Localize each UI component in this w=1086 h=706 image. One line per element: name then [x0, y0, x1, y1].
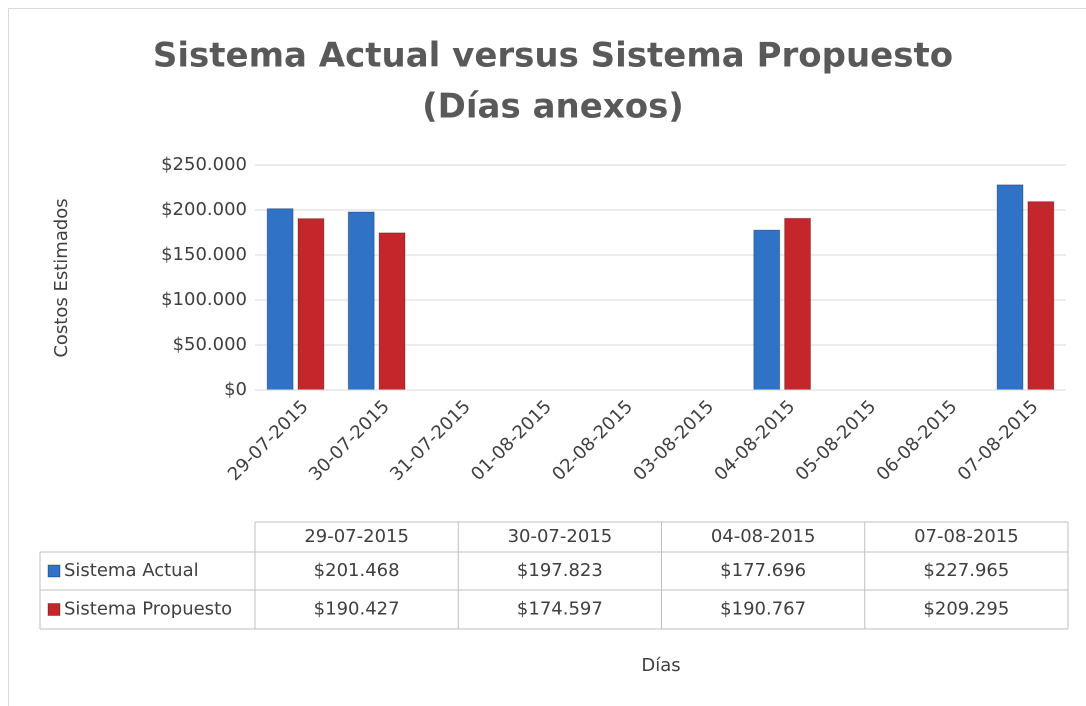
bar — [753, 229, 781, 391]
chart-subtitle: (Días anexos) — [422, 87, 684, 127]
table-cell: $174.597 — [517, 599, 603, 620]
y-tick-label: $200.000 — [161, 199, 247, 220]
legend-label: Sistema Propuesto — [64, 599, 232, 620]
table-cell: $197.823 — [517, 560, 603, 581]
table-header: 07-08-2015 — [914, 526, 1019, 547]
table-cell: $190.427 — [314, 599, 400, 620]
bar — [996, 184, 1024, 391]
x-axis-title: Días — [641, 655, 680, 676]
chart-title: Sistema Actual versus Sistema Propuesto — [153, 36, 953, 76]
table-header: 30-07-2015 — [508, 526, 613, 547]
y-axis-title: Costos Estimados — [51, 198, 72, 357]
bar — [784, 217, 812, 391]
bar — [1027, 201, 1055, 391]
legend-key — [47, 564, 61, 578]
table-cell: $177.696 — [720, 560, 806, 581]
bar — [347, 211, 375, 391]
bar — [378, 232, 406, 391]
y-tick-label: $0 — [224, 379, 247, 400]
table-cell: $227.965 — [923, 560, 1009, 581]
table-cell: $190.767 — [720, 599, 806, 620]
legend-key — [47, 603, 61, 616]
bar — [266, 208, 294, 391]
table-header: 29-07-2015 — [304, 526, 409, 547]
table-header: 04-08-2015 — [711, 526, 816, 547]
table-cell: $209.295 — [923, 599, 1009, 620]
bar — [297, 218, 325, 391]
y-tick-label: $250.000 — [161, 154, 247, 175]
y-tick-label: $100.000 — [161, 289, 247, 310]
y-tick-label: $50.000 — [173, 334, 247, 355]
legend-label: Sistema Actual — [64, 560, 199, 581]
table-cell: $201.468 — [314, 560, 400, 581]
y-tick-label: $150.000 — [161, 244, 247, 265]
